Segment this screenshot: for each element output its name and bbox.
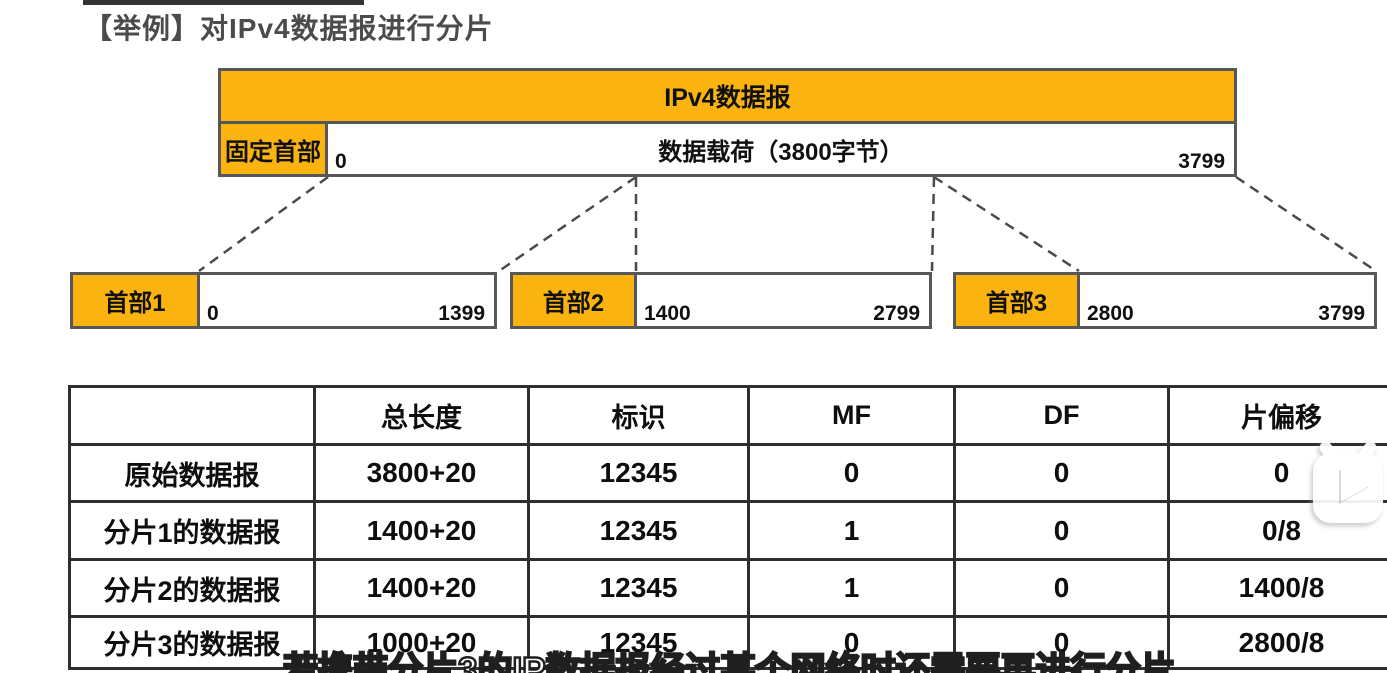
table-header-total-length: 总长度 [313,385,527,443]
table-cell: 12345 [527,443,747,500]
table-cell: 1000+20 [313,615,527,670]
row-label: 分片2的数据报 [68,558,313,615]
fixed-header-label: 固定首部 [225,138,321,166]
fragment2-end-offset: 2799 [873,302,920,325]
fragment2-header-cell: 首部2 [510,272,637,329]
bilibili-play-icon [1313,441,1383,523]
table-cell: 0 [747,443,953,500]
fragment2-data-cell: 1400 2799 [634,272,932,329]
cutoff-text-strip [83,0,364,5]
row-label: 分片3的数据报 [68,615,313,670]
table-cell: 1400+20 [313,500,527,558]
fragment3-header-label: 首部3 [985,290,1048,317]
table-header-empty [68,385,313,443]
fragment2-start-offset: 1400 [644,302,691,325]
table-cell: 1 [747,558,953,615]
datagram-title-band: IPv4数据报 [218,68,1237,124]
fragment3-data-cell: 2800 3799 [1077,272,1377,329]
table-cell: 1 [747,500,953,558]
fragment1-end-offset: 1399 [438,302,485,325]
fragment3-end-offset: 3799 [1318,302,1365,325]
fragment1-start-offset: 0 [207,302,219,325]
partially-visible-caption: 若携带分片3的IP数据报经过某个网络时还需要再进行分片 [282,650,1177,673]
table-header-mf: MF [747,385,953,443]
fragment1-data-cell: 0 1399 [197,272,497,329]
table-cell: 0 [953,500,1167,558]
fragmentation-table: 总长度 标识 MF DF 片偏移 原始数据报 3800+20 12345 0 0… [68,385,1387,670]
table-cell: 1400/8 [1167,558,1387,615]
table-cell: 3800+20 [313,443,527,500]
table-header-id: 标识 [527,385,747,443]
table-cell: 0 [953,558,1167,615]
table-cell: 12345 [527,558,747,615]
table-cell: 0 [953,615,1167,670]
fragment3-header-cell: 首部3 [953,272,1080,329]
table-cell: 12345 [527,615,747,670]
page-title: 【举例】对IPv4数据报进行分片 [84,13,494,44]
table-cell: 0 [747,615,953,670]
fragment1-header-cell: 首部1 [70,272,200,329]
table-cell: 2800/8 [1167,615,1387,670]
table-cell: 0 [953,443,1167,500]
fragment1-header-label: 首部1 [104,290,166,317]
table-cell: 12345 [527,500,747,558]
fragment2-header-label: 首部2 [542,290,605,317]
table-header-offset: 片偏移 [1167,385,1387,443]
table-cell: 1400+20 [313,558,527,615]
row-label: 分片1的数据报 [68,500,313,558]
datagram-title: IPv4数据报 [664,84,791,112]
fragment3-start-offset: 2800 [1087,302,1134,325]
fixed-header-cell: 固定首部 [218,121,328,177]
payload-start-offset: 0 [335,150,347,173]
payload-label: 数据载荷（3800字节） [658,138,904,166]
payload-end-offset: 3799 [1178,150,1225,173]
row-label: 原始数据报 [68,443,313,500]
table-header-df: DF [953,385,1167,443]
payload-cell: 数据载荷（3800字节） 0 3799 [325,121,1237,177]
